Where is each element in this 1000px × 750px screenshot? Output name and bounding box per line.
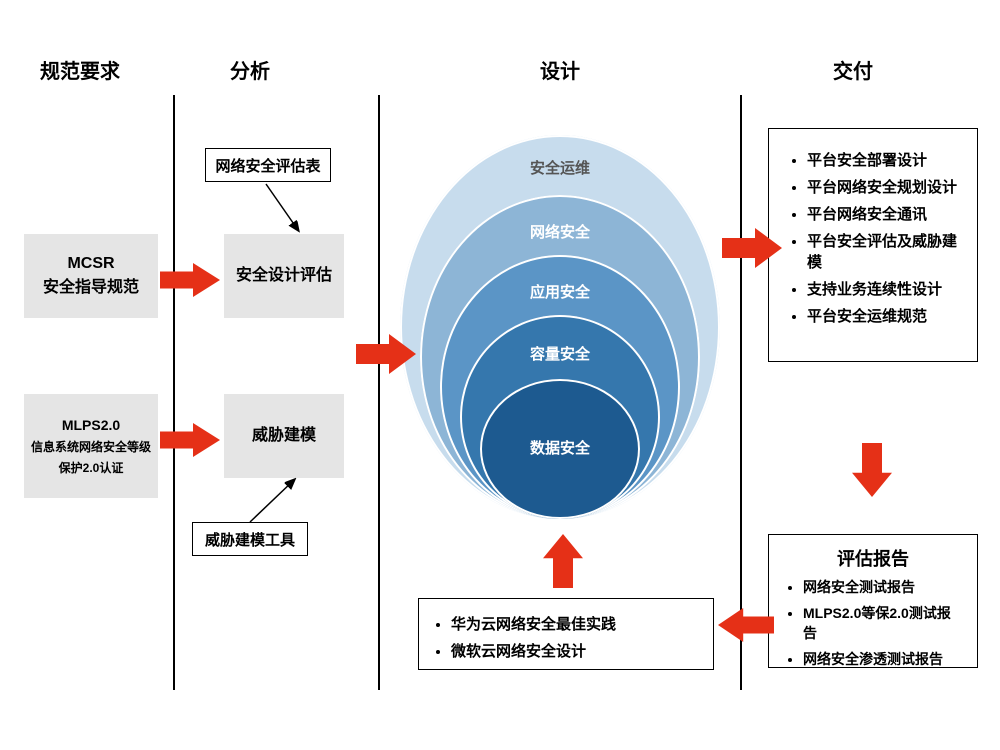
red-arrow-r [356, 334, 416, 374]
practices-box: 华为云网络安全最佳实践 微软云网络安全设计 [418, 598, 714, 670]
red-arrow-d [852, 443, 892, 497]
report-2: MLPS2.0等保2.0测试报告 [803, 603, 963, 643]
report-box: 评估报告 网络安全测试报告 MLPS2.0等保2.0测试报告 网络安全渗透测试报… [768, 534, 978, 668]
ring-label-0: 安全运维 [400, 157, 720, 178]
deliv-5: 支持业务连续性设计 [807, 278, 959, 299]
col-header-2: 分析 [230, 55, 270, 84]
spec-box-mcsr: MCSR 安全指导规范 [24, 234, 158, 318]
spec-mcsr-line1: MCSR [67, 255, 114, 272]
spec-mlps-line3: 保护2.0认证 [59, 461, 124, 475]
deliv-4: 平台安全评估及威胁建模 [807, 230, 959, 272]
deliv-6: 平台安全运维规范 [807, 305, 959, 326]
col-header-4: 交付 [833, 55, 873, 84]
spec-mlps-line2: 信息系统网络安全等级 [31, 440, 151, 454]
col-header-1: 规范要求 [40, 55, 120, 84]
ring-label-4: 数据安全 [400, 437, 720, 458]
spec-mcsr-line2: 安全指导规范 [43, 279, 139, 296]
diagram-canvas: 规范要求 分析 设计 交付 MCSR 安全指导规范 MLPS2.0 信息系统网络… [0, 0, 1000, 750]
analysis-bot-box: 威胁建模工具 [192, 522, 308, 556]
analysis-threat-box: 威胁建模 [224, 394, 344, 478]
divider-3 [740, 95, 742, 690]
practice-2: 微软云网络安全设计 [451, 640, 701, 661]
red-arrow-l [718, 608, 774, 642]
divider-1 [173, 95, 175, 690]
analysis-top-box: 网络安全评估表 [205, 148, 331, 182]
deliv-2: 平台网络安全规划设计 [807, 176, 959, 197]
red-arrow-r [160, 263, 220, 297]
ring-label-3: 容量安全 [400, 343, 720, 364]
thin-arrow-1 [260, 182, 320, 236]
ring-label-1: 网络安全 [400, 221, 720, 242]
practice-1: 华为云网络安全最佳实践 [451, 613, 701, 634]
design-rings: 安全运维网络安全应用安全容量安全数据安全 [400, 135, 720, 525]
delivery-main-box: 平台安全部署设计 平台网络安全规划设计 平台网络安全通讯 平台安全评估及威胁建模… [768, 128, 978, 362]
spec-mlps-line1: MLPS2.0 [62, 417, 120, 433]
ring-label-2: 应用安全 [400, 281, 720, 302]
col-header-3: 设计 [540, 55, 580, 84]
report-title: 评估报告 [783, 545, 963, 571]
spec-box-mlps: MLPS2.0 信息系统网络安全等级 保护2.0认证 [24, 394, 158, 498]
deliv-1: 平台安全部署设计 [807, 149, 959, 170]
divider-2 [378, 95, 380, 690]
analysis-eval-box: 安全设计评估 [224, 234, 344, 318]
report-3: 网络安全渗透测试报告 [803, 649, 963, 669]
red-arrow-r [722, 228, 782, 268]
red-arrow-u [543, 534, 583, 588]
red-arrow-r [160, 423, 220, 457]
thin-arrow-2 [244, 476, 314, 526]
deliv-3: 平台网络安全通讯 [807, 203, 959, 224]
report-1: 网络安全测试报告 [803, 577, 963, 597]
